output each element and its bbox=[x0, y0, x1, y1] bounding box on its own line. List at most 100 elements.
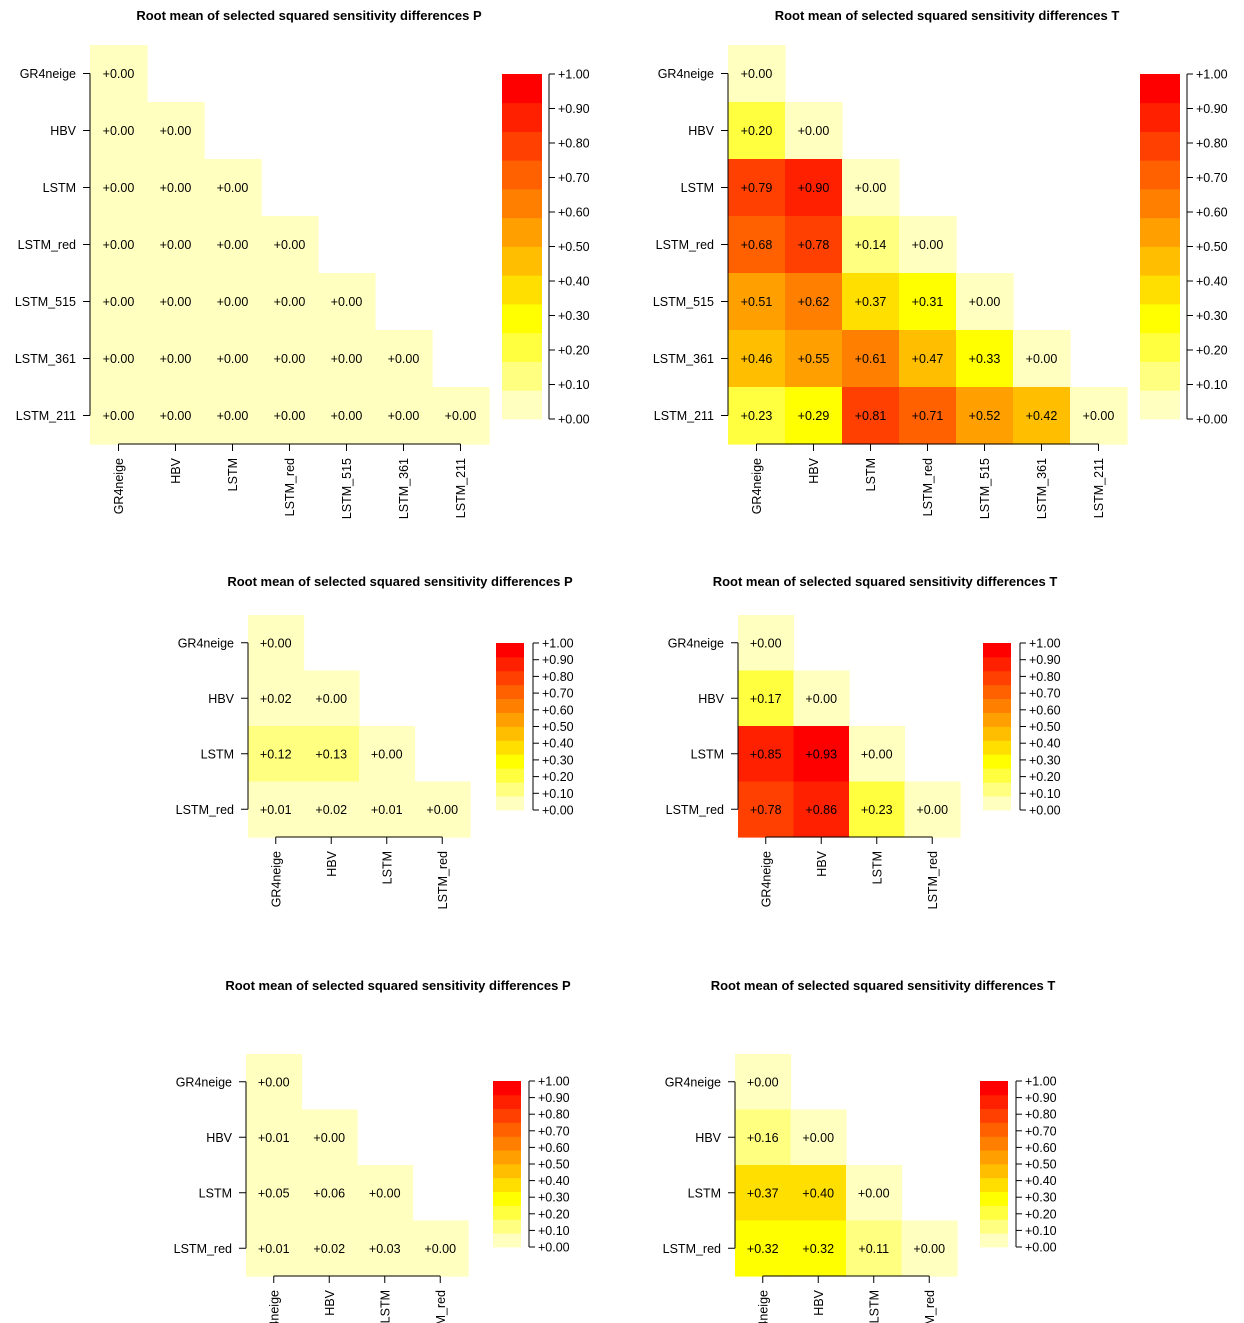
legend-tick-label: +0.60 bbox=[1196, 206, 1228, 220]
y-tick-label: HBV bbox=[698, 692, 724, 706]
legend-tick-label: +0.40 bbox=[1029, 737, 1061, 751]
legend-swatch bbox=[1140, 160, 1180, 190]
y-tick-label: LSTM_211 bbox=[16, 409, 76, 423]
x-tick-label: GR4neige bbox=[267, 1290, 281, 1323]
legend-tick-label: +0.30 bbox=[558, 309, 590, 323]
cell-value-label: +0.01 bbox=[258, 1131, 290, 1145]
legend-swatch bbox=[1140, 390, 1180, 420]
cell-value-label: +0.61 bbox=[855, 352, 887, 366]
cell-value-label: +0.00 bbox=[160, 238, 192, 252]
x-tick-label: LSTM_red bbox=[283, 458, 297, 516]
legend-swatch bbox=[496, 768, 524, 783]
x-tick-label: LSTM_515 bbox=[340, 458, 354, 519]
legend-tick-label: +0.20 bbox=[1025, 1207, 1057, 1221]
legend-tick-label: +0.80 bbox=[542, 670, 574, 684]
legend-swatch bbox=[496, 740, 524, 755]
y-tick-label: LSTM_red bbox=[18, 238, 76, 252]
heatmap-cell bbox=[842, 330, 900, 388]
x-tick-label: LSTM_361 bbox=[1035, 458, 1049, 519]
x-tick-label: HBV bbox=[323, 1289, 337, 1315]
legend-swatch bbox=[496, 712, 524, 727]
legend-tick-label: +0.90 bbox=[542, 653, 574, 667]
legend-tick-label: +1.00 bbox=[1196, 68, 1228, 82]
legend-tick-label: +0.80 bbox=[558, 137, 590, 151]
cell-value-label: +0.17 bbox=[750, 692, 782, 706]
y-axis: GR4neige HBV LSTM LSTM_red bbox=[174, 1075, 247, 1256]
cell-value-label: +0.00 bbox=[274, 295, 306, 309]
cell-value-label: +0.52 bbox=[969, 409, 1001, 423]
heatmap-cell bbox=[735, 1054, 792, 1111]
cell-value-label: +0.00 bbox=[331, 295, 363, 309]
cell-value-label: +0.00 bbox=[217, 409, 249, 423]
legend-swatch bbox=[1140, 361, 1180, 391]
legend-tick-label: +0.00 bbox=[558, 413, 590, 427]
cell-value-label: +0.86 bbox=[805, 803, 837, 817]
x-tick-label: LSTM bbox=[380, 851, 394, 884]
heatmap-cell bbox=[849, 781, 906, 838]
heatmap-cell bbox=[1013, 387, 1071, 445]
cell-value-label: +0.02 bbox=[315, 803, 347, 817]
legend-tick-label: +0.50 bbox=[558, 240, 590, 254]
cell-value-label: +0.85 bbox=[750, 747, 782, 761]
y-tick-label: GR4neige bbox=[665, 1075, 721, 1089]
y-axis: GR4neige HBV LSTM LSTM_red bbox=[663, 1075, 736, 1256]
x-tick-label: LSTM_red bbox=[434, 1290, 448, 1323]
legend-tick-label: +0.20 bbox=[538, 1207, 570, 1221]
legend-swatch bbox=[1140, 332, 1180, 362]
x-tick-label: GR4neige bbox=[750, 458, 764, 514]
legend-tick-label: +0.50 bbox=[538, 1158, 570, 1172]
legend-swatch bbox=[502, 361, 542, 391]
legend-tick-label: +0.40 bbox=[1025, 1174, 1057, 1188]
x-axis: GR4neige HBV LSTM LSTM_red LSTM_515 LSTM_361 L… bbox=[750, 443, 1106, 519]
legend-swatch bbox=[980, 1219, 1008, 1234]
cell-value-label: +0.12 bbox=[260, 747, 292, 761]
x-axis: GR4neige HBV LSTM LSTM_red LSTM_515 LSTM_361 L… bbox=[112, 443, 468, 519]
heatmap-cell bbox=[318, 387, 376, 445]
y-tick-label: LSTM_515 bbox=[653, 295, 714, 309]
legend-swatch bbox=[1140, 131, 1180, 161]
legend-tick-label: +0.90 bbox=[1196, 102, 1228, 116]
heatmap-cell bbox=[728, 330, 786, 388]
heatmap-cell bbox=[204, 273, 262, 331]
legend-swatch bbox=[493, 1164, 521, 1179]
legend-swatch bbox=[1140, 304, 1180, 334]
cell-value-label: +0.71 bbox=[912, 409, 944, 423]
legend-tick-label: +0.60 bbox=[542, 703, 574, 717]
legend-tick-label: +0.40 bbox=[558, 275, 590, 289]
x-axis: GR4neige HBV LSTM LSTM_red bbox=[756, 1275, 937, 1323]
cell-value-label: +0.78 bbox=[798, 238, 830, 252]
x-axis: GR4neige HBV LSTM LSTM_red bbox=[759, 836, 940, 909]
cell-value-label: +0.16 bbox=[747, 1131, 779, 1145]
cell-value-label: +0.81 bbox=[855, 409, 887, 423]
legend-swatch bbox=[980, 1136, 1008, 1151]
legend-swatch bbox=[983, 796, 1011, 811]
legend-swatch bbox=[502, 189, 542, 219]
heatmap-cell bbox=[90, 330, 148, 388]
legend-tick-label: +0.80 bbox=[538, 1108, 570, 1122]
cell-value-label: +0.00 bbox=[217, 295, 249, 309]
cell-value-label: +0.78 bbox=[750, 803, 782, 817]
heatmap-cell bbox=[956, 273, 1014, 331]
legend-tick-label: +0.20 bbox=[558, 344, 590, 358]
cell-value-label: +0.29 bbox=[798, 409, 830, 423]
cell-value-label: +0.23 bbox=[861, 803, 893, 817]
heatmap-cell bbox=[842, 387, 900, 445]
legend-swatch bbox=[980, 1233, 1008, 1248]
x-tick-label: LSTM_211 bbox=[1092, 458, 1106, 518]
legend-tick-label: +0.40 bbox=[538, 1174, 570, 1188]
y-tick-label: HBV bbox=[695, 1131, 721, 1145]
heatmap-cell bbox=[785, 216, 843, 274]
legend-swatch bbox=[493, 1191, 521, 1206]
legend-swatch bbox=[983, 698, 1011, 713]
legend-swatch bbox=[1140, 246, 1180, 276]
legend-tick-label: +0.10 bbox=[1029, 787, 1061, 801]
legend-tick-label: +0.10 bbox=[1025, 1224, 1057, 1238]
heatmap-cell bbox=[261, 273, 319, 331]
x-tick-label: LSTM bbox=[870, 851, 884, 884]
heatmap-cell bbox=[785, 330, 843, 388]
heatmap-cell bbox=[738, 726, 795, 783]
y-tick-label: LSTM bbox=[43, 181, 76, 195]
heatmap-cell bbox=[1013, 330, 1071, 388]
heatmap-cell bbox=[728, 102, 786, 160]
panel-title: Root mean of selected squared sensitivit… bbox=[711, 978, 1056, 993]
